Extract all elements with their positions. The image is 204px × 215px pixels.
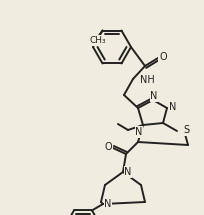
Text: N: N: [169, 102, 177, 112]
Text: NH: NH: [140, 75, 155, 85]
Text: N: N: [124, 167, 132, 177]
Text: N: N: [135, 127, 143, 137]
Text: S: S: [183, 125, 189, 135]
Text: N: N: [104, 199, 112, 209]
Text: O: O: [159, 52, 167, 62]
Text: CH₃: CH₃: [89, 36, 106, 45]
Text: N: N: [150, 91, 158, 101]
Text: O: O: [104, 142, 112, 152]
